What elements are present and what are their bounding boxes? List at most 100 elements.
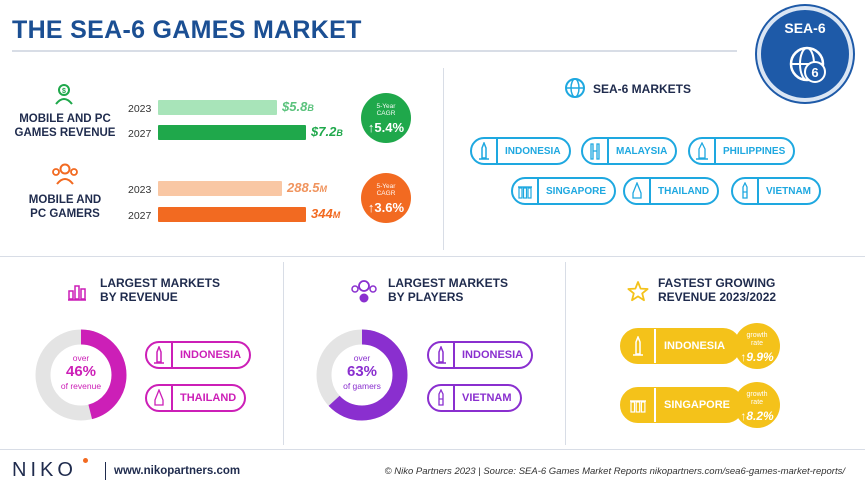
revenue-bar-2023 bbox=[158, 100, 277, 115]
title-divider bbox=[12, 50, 737, 52]
largest-players-title-line2: BY PLAYERS bbox=[388, 290, 464, 304]
globe-icon: 6 bbox=[789, 46, 826, 83]
chart-icon bbox=[68, 285, 86, 301]
towers-icon bbox=[583, 138, 609, 164]
revenue-cagr-number: 5.4% bbox=[374, 120, 405, 135]
growth-value: ↑9.9% bbox=[740, 350, 774, 364]
revenue-cagr-label-line1: 5-Year bbox=[376, 103, 396, 110]
fastest-pill-1: INDONESIA bbox=[620, 328, 742, 364]
footer-separator bbox=[105, 462, 106, 480]
growth-number: 8.2% bbox=[746, 409, 774, 423]
gamers-icon bbox=[52, 163, 78, 185]
revenue-donut-slice bbox=[35, 329, 127, 421]
monument-icon bbox=[622, 329, 656, 363]
market-name: THAILAND bbox=[658, 185, 710, 197]
revenue-donut-top: over bbox=[72, 353, 90, 363]
growth-label-line1: growth bbox=[746, 391, 768, 398]
fastest-pill-2: SINGAPORE bbox=[620, 387, 745, 423]
revenue-donut-label: over 46% of revenue bbox=[53, 352, 109, 392]
fastest-growing-title-line2: REVENUE 2023/2022 bbox=[658, 290, 777, 304]
gamers-value-2023: 288.5M bbox=[287, 180, 327, 195]
footer-url[interactable]: www.nikopartners.com bbox=[114, 465, 241, 477]
divider-top-vertical bbox=[443, 68, 444, 250]
market-pill-singapore: SINGAPORE bbox=[511, 177, 617, 205]
gamers-cagr-label-line1: 5-Year bbox=[376, 183, 396, 190]
market-name: VIETNAM bbox=[462, 392, 512, 404]
growth-value: ↑8.2% bbox=[740, 409, 774, 423]
growth-badge-1: growth rate ↑9.9% bbox=[734, 323, 780, 369]
monument-icon bbox=[147, 342, 173, 368]
revenue-donut-value: 46% bbox=[65, 363, 97, 380]
revenue-year-a: 2023 bbox=[128, 103, 152, 115]
revenue-unit-a: B bbox=[307, 103, 314, 113]
largest-revenue-title-line2: BY REVENUE bbox=[100, 290, 178, 304]
largest-players-pill-2: VIETNAM bbox=[427, 384, 522, 412]
gamers-unit-b: M bbox=[332, 210, 341, 220]
gamers-year-a: 2023 bbox=[128, 184, 152, 196]
market-name: VIETNAM bbox=[766, 185, 811, 197]
monument-icon bbox=[429, 342, 455, 368]
revenue-label-line2: GAMES REVENUE bbox=[14, 127, 116, 139]
pagoda-icon bbox=[147, 385, 173, 411]
market-pill-indonesia: INDONESIA bbox=[470, 137, 571, 165]
gamers-cagr-badge: 5-Year CAGR ↑3.6% bbox=[361, 173, 411, 223]
largest-revenue-pill-2: THAILAND bbox=[145, 384, 247, 412]
fastest-growing-title: FASTEST GROWING REVENUE 2023/2022 bbox=[658, 276, 776, 304]
gamers-value-b: 344 bbox=[311, 206, 333, 221]
growth-label-line2: rate bbox=[750, 399, 764, 406]
revenue-year-b: 2027 bbox=[128, 128, 152, 140]
revenue-value-a: $5.8 bbox=[282, 99, 308, 114]
pagoda-icon bbox=[625, 178, 651, 204]
gamers-cagr-label: 5-Year CAGR bbox=[361, 183, 411, 197]
badge-text: SEA-6 bbox=[784, 20, 826, 36]
largest-revenue-title-line1: LARGEST MARKETS bbox=[100, 276, 220, 290]
growth-badge-2: growth rate ↑8.2% bbox=[734, 382, 780, 428]
players-donut-value: 63% bbox=[346, 363, 378, 380]
markets-title: SEA-6 MARKETS bbox=[593, 82, 692, 96]
market-pill-malaysia: MALAYSIA bbox=[581, 137, 678, 165]
revenue-unit-b: B bbox=[336, 128, 343, 138]
gamers-cagr-number: 3.6% bbox=[374, 200, 405, 215]
gamers-cagr-value: ↑3.6% bbox=[367, 200, 405, 215]
footer-source: © Niko Partners 2023 | Source: SEA-6 Gam… bbox=[384, 466, 845, 477]
revenue-cagr-value: ↑5.4% bbox=[367, 120, 405, 135]
badge-number: 6 bbox=[811, 65, 818, 80]
players-donut-top: over bbox=[353, 353, 371, 363]
divider-footer bbox=[0, 449, 865, 450]
revenue-donut-bottom: of revenue bbox=[60, 381, 102, 391]
gamers-bar-2027 bbox=[158, 207, 306, 222]
gamers-cagr-label-line2: CAGR bbox=[376, 190, 396, 197]
market-name: MALAYSIA bbox=[616, 145, 668, 157]
markets-globe-icon bbox=[565, 78, 585, 98]
largest-players-pill-1: INDONESIA bbox=[427, 341, 534, 369]
revenue-value-2027: $7.2B bbox=[311, 124, 343, 139]
gamers-label: MOBILE AND PC GAMERS bbox=[12, 193, 118, 221]
divider-bottom-left bbox=[283, 262, 284, 445]
market-name: SINGAPORE bbox=[546, 185, 607, 197]
growth-number: 9.9% bbox=[746, 350, 774, 364]
growth-label: growth rate bbox=[734, 332, 780, 348]
growth-label: growth rate bbox=[734, 391, 780, 407]
tower-icon bbox=[429, 385, 455, 411]
largest-players-title: LARGEST MARKETS BY PLAYERS bbox=[388, 276, 508, 304]
revenue-cagr-badge: 5-Year CAGR ↑5.4% bbox=[361, 93, 411, 143]
skyline-icon bbox=[513, 178, 539, 204]
gamers-year-b: 2027 bbox=[128, 210, 152, 222]
tower-icon bbox=[733, 178, 759, 204]
largest-revenue-title: LARGEST MARKETS BY REVENUE bbox=[100, 276, 220, 304]
players-donut-label: over 63% of gamers bbox=[334, 352, 390, 392]
revenue-donut bbox=[35, 329, 127, 421]
gamers-label-line1: MOBILE AND bbox=[28, 194, 102, 206]
growth-label-line1: growth bbox=[746, 332, 768, 339]
gamers-bar-2023 bbox=[158, 181, 282, 196]
market-name: INDONESIA bbox=[505, 145, 561, 157]
gamers-unit-a: M bbox=[319, 184, 328, 194]
market-pill-philippines: PHILIPPINES bbox=[688, 137, 796, 165]
divider-middle bbox=[0, 256, 865, 257]
market-name: INDONESIA bbox=[462, 349, 524, 361]
players-donut bbox=[316, 329, 408, 421]
gamers-label-line2: PC GAMERS bbox=[30, 208, 100, 220]
skyline-icon bbox=[622, 388, 656, 422]
revenue-cagr-label: 5-Year CAGR bbox=[361, 103, 411, 117]
gamers-value-a: 288.5 bbox=[287, 180, 320, 195]
